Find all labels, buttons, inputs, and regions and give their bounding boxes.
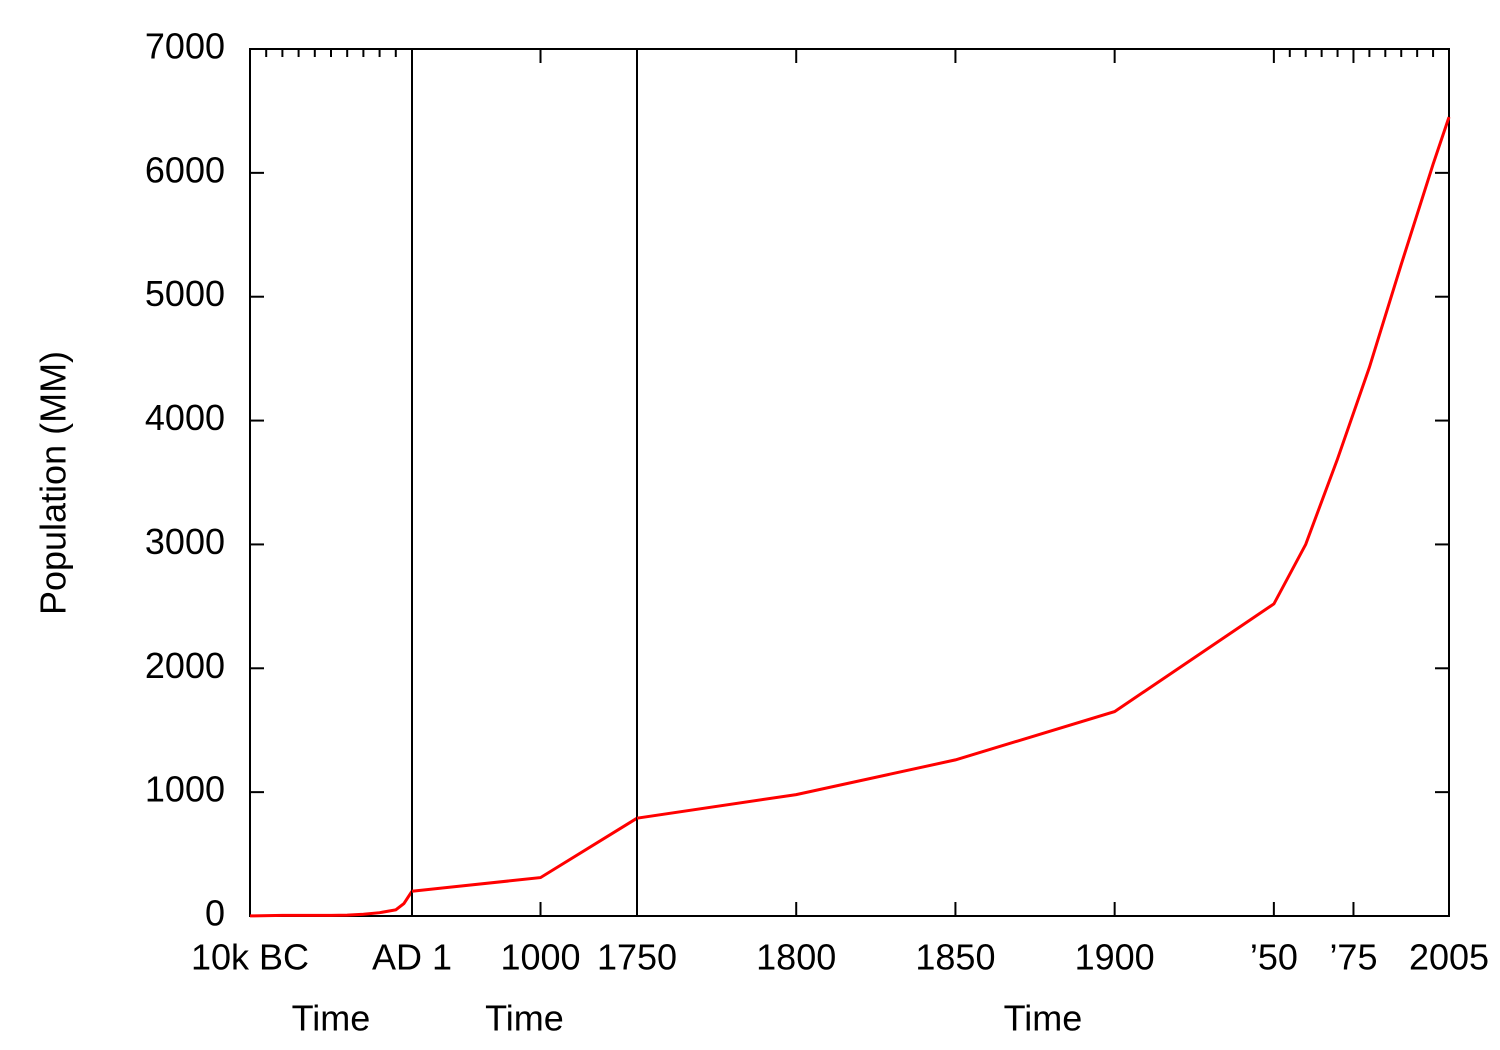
x-tick-label: 1900 <box>1075 937 1155 978</box>
x-tick-label: ’50 <box>1250 937 1298 978</box>
x-tick-label: ’75 <box>1329 937 1377 978</box>
x-tick-label: 1000 <box>500 937 580 978</box>
y-tick-label: 5000 <box>145 273 225 314</box>
y-axis-label: Population (MM) <box>33 351 74 615</box>
y-tick-label: 4000 <box>145 397 225 438</box>
x-tick-label: 1750 <box>597 937 677 978</box>
data-line <box>636 116 1451 820</box>
x-axis-label: Time <box>485 998 564 1039</box>
x-axis-label: Time <box>1004 998 1083 1039</box>
x-tick-label: 1800 <box>756 937 836 978</box>
y-tick-label: 0 <box>205 893 225 934</box>
x-tick-label: 10k BC <box>191 937 309 978</box>
x-axis-label: Time <box>292 998 371 1039</box>
y-tick-label: 6000 <box>145 149 225 190</box>
x-tick-label: AD 1 <box>372 937 452 978</box>
x-tick-label: 1850 <box>915 937 995 978</box>
data-line <box>411 816 638 893</box>
plot-frame <box>249 48 1450 917</box>
y-tick-label: 1000 <box>145 769 225 810</box>
data-line <box>249 890 414 918</box>
x-tick-label: 2005 <box>1409 937 1489 978</box>
y-tick-label: 2000 <box>145 645 225 686</box>
y-tick-label: 7000 <box>145 26 225 67</box>
y-tick-label: 3000 <box>145 521 225 562</box>
